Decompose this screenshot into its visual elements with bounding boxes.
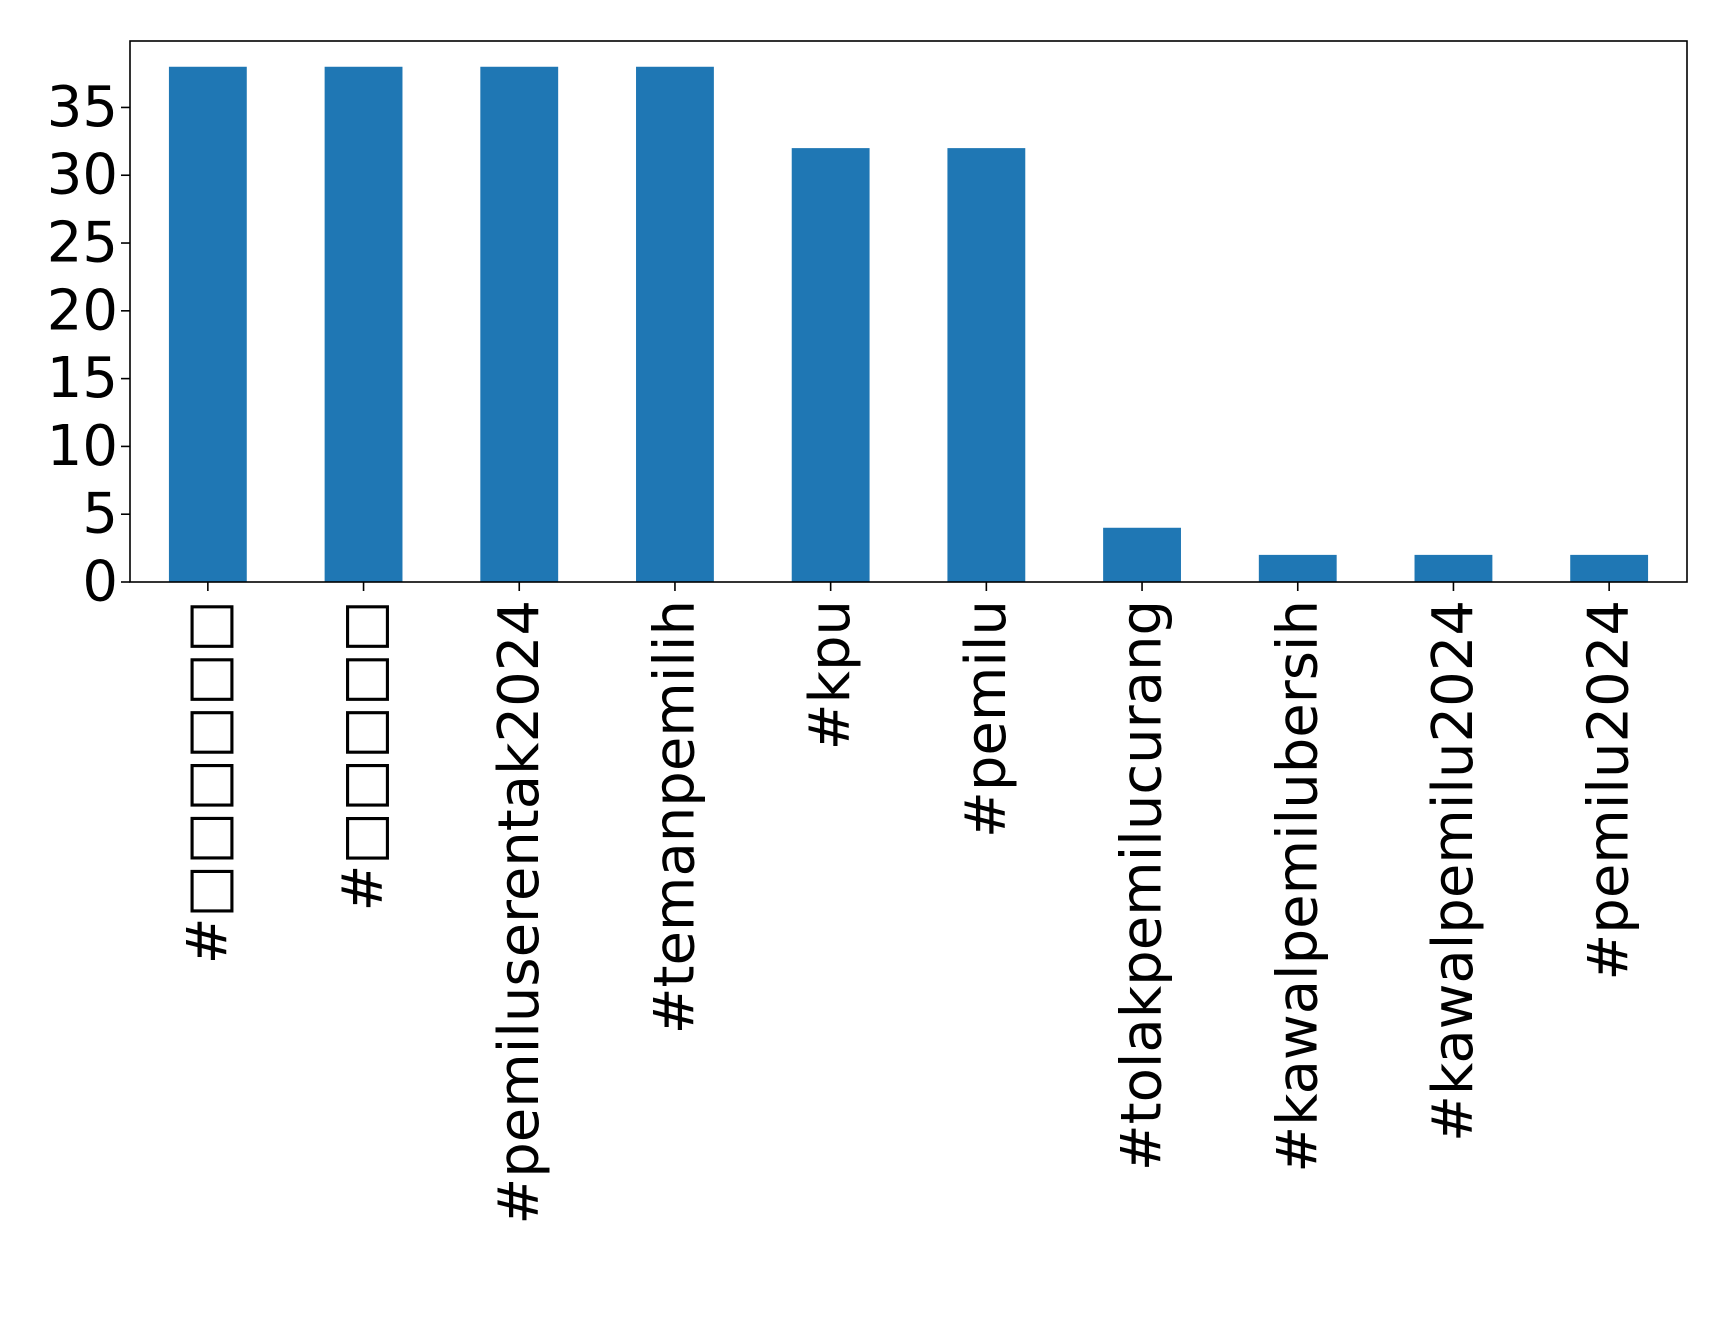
x-tick-label-1: #□□□□□□ xyxy=(175,600,240,964)
bar-8 xyxy=(1258,554,1337,582)
plot-frame xyxy=(129,40,1688,583)
y-tick-label-30: 30 xyxy=(47,143,118,208)
bar-2 xyxy=(324,66,403,582)
y-tick-label-5: 5 xyxy=(82,482,118,547)
x-tick-label-8: #kawalpemilubersih xyxy=(1265,600,1330,1173)
y-tick-label-35: 35 xyxy=(47,75,118,140)
x-tick-label-5: #kpu xyxy=(798,600,863,750)
x-tick-label-7: #tolakpemilucurang xyxy=(1110,600,1175,1171)
bar-3 xyxy=(480,66,559,582)
y-tick-label-15: 15 xyxy=(47,346,118,411)
bar-9 xyxy=(1414,554,1493,582)
bar-6 xyxy=(947,148,1026,582)
x-tick-label-2: #□□□□□ xyxy=(331,600,396,911)
y-tick-label-25: 25 xyxy=(47,211,118,276)
y-tick-label-10: 10 xyxy=(47,414,118,479)
y-tick-label-0: 0 xyxy=(82,550,118,615)
x-tick-label-10: #pemilu2024 xyxy=(1577,600,1642,981)
x-axis: #□□□□□□ #□□□□□ #pemiluserentak2024 #temanpe… xyxy=(175,582,1642,1225)
bar-5 xyxy=(791,148,870,582)
x-tick-label-6: #pemilu xyxy=(954,600,1019,838)
bar-10 xyxy=(1570,554,1649,582)
bar-1 xyxy=(168,66,247,582)
x-tick-label-9: #kawalpemilu2024 xyxy=(1421,600,1486,1142)
bars-group xyxy=(168,66,1649,582)
x-tick-label-3: #pemiluserentak2024 xyxy=(487,600,552,1225)
x-tick-label-4: #temanpemilih xyxy=(642,600,707,1034)
bar-7 xyxy=(1103,527,1181,582)
y-tick-label-20: 20 xyxy=(47,278,118,343)
bar-4 xyxy=(636,66,714,582)
